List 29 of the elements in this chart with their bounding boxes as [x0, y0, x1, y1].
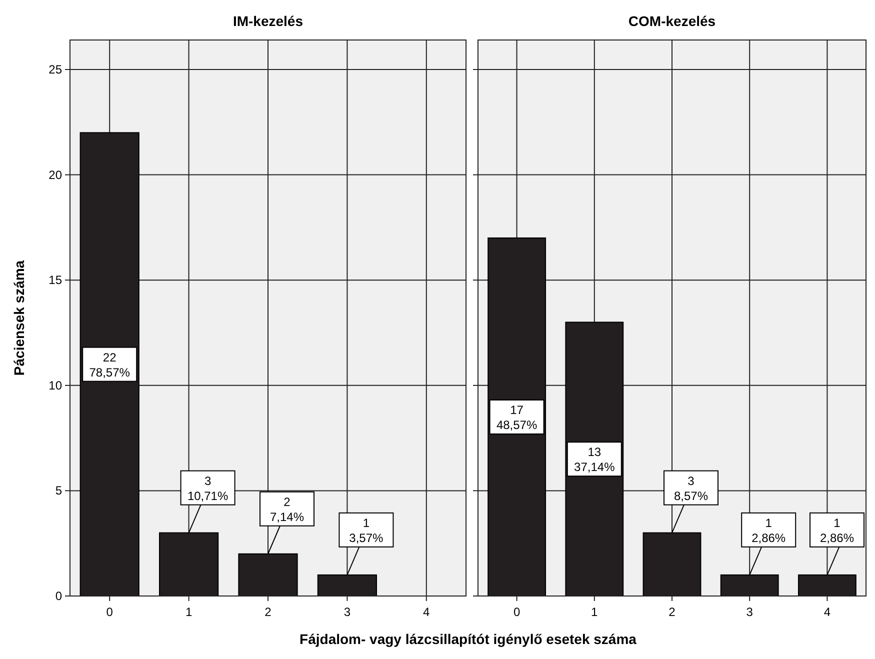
data-label: 3 10,71%: [187, 474, 228, 503]
y-tick-label: 0: [55, 589, 62, 603]
data-label: 1 2,86%: [820, 516, 854, 545]
data-label: 3 8,57%: [674, 474, 708, 503]
x-tick-label: 4: [423, 605, 430, 619]
x-tick-label: 2: [264, 605, 272, 619]
x-tick-label: 0: [513, 605, 520, 619]
y-axis-title: Páciensek száma: [11, 260, 27, 376]
x-tick-label: 2: [668, 605, 676, 619]
y-tick-label: 5: [55, 484, 62, 498]
y-tick-label: 25: [48, 62, 62, 76]
data-label: 13 37,14%: [574, 445, 616, 474]
data-label: 2 7,14%: [270, 494, 304, 524]
chart-title: IM-kezelés: [232, 13, 304, 29]
data-label: 22 78,57%: [89, 350, 130, 380]
data-label: 1 2,86%: [752, 516, 786, 545]
data-label: 17 48,57%: [496, 402, 538, 432]
x-tick-label: 3: [746, 605, 754, 619]
y-tick-label: 15: [48, 273, 62, 288]
data-label: 1 3,57%: [349, 516, 384, 545]
x-tick-label: 0: [106, 605, 114, 619]
y-tick-label: 20: [48, 168, 62, 182]
x-tick-label: 1: [591, 605, 598, 619]
x-tick-label: 3: [344, 605, 351, 619]
x-tick-label: 4: [824, 605, 831, 619]
chart-title: COM-kezelés: [628, 13, 716, 29]
x-axis-title: Fájdalom- vagy lázcsillapítót igénylő esetek száma: [300, 631, 637, 647]
y-tick-label: 10: [48, 378, 62, 392]
x-tick-label: 1: [185, 605, 192, 619]
